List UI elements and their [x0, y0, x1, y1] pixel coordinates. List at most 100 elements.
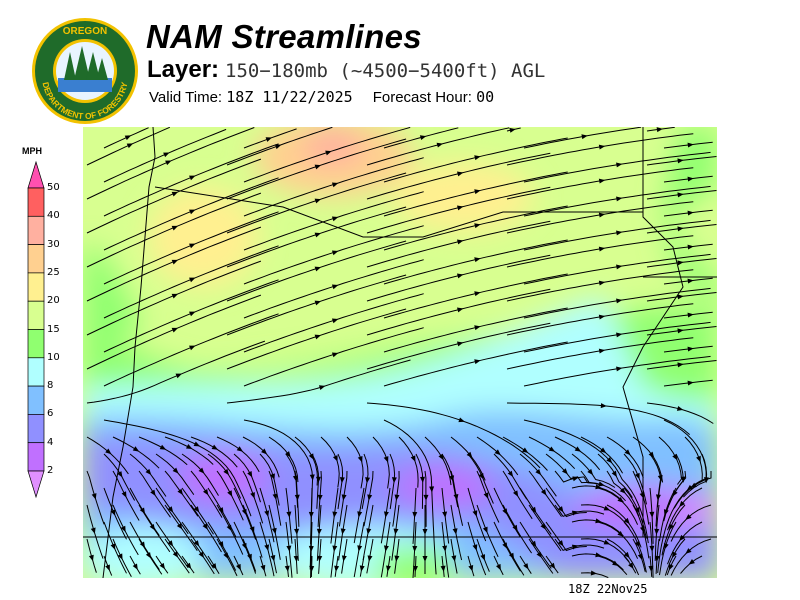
- streamline-arrow-icon: [171, 327, 179, 333]
- streamline-arrow-icon: [171, 293, 179, 299]
- legend-swatch: [27, 385, 45, 415]
- streamline-arrow-icon: [383, 511, 389, 518]
- streamline-arrow-icon: [110, 543, 116, 550]
- streamline-arrow-icon: [331, 182, 339, 188]
- color-legend: [27, 160, 45, 499]
- streamline-arrow-icon: [523, 563, 529, 570]
- streamline-arrow-icon: [150, 489, 156, 496]
- streamline-arrow-icon: [286, 545, 292, 552]
- legend-tick-label: 8: [47, 380, 54, 392]
- streamline-arrow-icon: [247, 470, 253, 478]
- streamline-arrow-icon: [474, 223, 481, 229]
- streamline-arrow-icon: [482, 526, 488, 534]
- streamline-arrow-icon: [654, 528, 660, 535]
- streamline-arrow-icon: [117, 471, 123, 478]
- streamline-arrow-icon: [332, 545, 338, 552]
- streamline-arrow-icon: [690, 482, 697, 489]
- streamline-arrow-icon: [357, 545, 363, 552]
- streamline-arrow-icon: [521, 447, 529, 454]
- streamline-arrow-icon: [176, 523, 183, 530]
- legend-swatch: [27, 300, 45, 330]
- streamline-arrow-icon: [189, 311, 196, 317]
- streamline-arrow-icon: [419, 135, 427, 141]
- streamline-arrow-icon: [549, 562, 556, 570]
- streamline-arrow-icon: [616, 298, 623, 304]
- streamline-arrow-icon: [270, 555, 276, 562]
- streamline-arrow-icon: [314, 300, 322, 306]
- streamline-arrow-icon: [637, 553, 643, 561]
- streamline-arrow-icon: [383, 456, 389, 463]
- streamline-arrow-icon: [218, 541, 224, 548]
- streamline-arrow-icon: [598, 178, 606, 184]
- streamline-arrow-icon: [598, 212, 606, 218]
- legend-swatch: [27, 329, 45, 359]
- streamline-arrow-icon: [598, 481, 605, 487]
- streamline-arrow-icon: [677, 362, 684, 368]
- streamline-arrow-icon: [193, 506, 200, 513]
- streamline-arrow-icon: [227, 490, 233, 497]
- legend-swatch: [27, 244, 45, 274]
- streamline-arrow-icon: [687, 176, 694, 182]
- streamline-arrow-icon: [163, 152, 170, 158]
- streamline-arrow-icon: [679, 534, 686, 542]
- streamline-arrow-icon: [270, 473, 275, 480]
- forecast-hour-value: 00: [476, 88, 495, 106]
- streamline-arrow-icon: [457, 171, 464, 177]
- streamline-arrow-icon: [687, 346, 694, 352]
- streamline-arrow-icon: [457, 307, 464, 313]
- streamline-arrow-icon: [294, 528, 300, 535]
- streamline-arrow-icon: [314, 334, 322, 340]
- streamline-arrow-icon: [606, 457, 613, 464]
- streamline-arrow-icon: [654, 555, 660, 562]
- legend-tick-label: 10: [47, 351, 60, 363]
- streamline-arrow-icon: [655, 494, 661, 501]
- streamline-arrow-icon: [172, 467, 179, 474]
- streamline-arrow-icon: [595, 518, 602, 524]
- streamline-arrow-icon: [687, 380, 694, 386]
- streamline-arrow-icon: [211, 444, 219, 450]
- streamline-arrow-icon: [341, 555, 347, 562]
- streamline-arrow-icon: [616, 162, 623, 168]
- streamline-arrow-icon: [474, 291, 481, 297]
- streamline-arrow-icon: [317, 494, 323, 501]
- legend-tick-label: 6: [47, 408, 54, 420]
- streamline-arrow-icon: [357, 511, 363, 518]
- streamline-arrow-icon: [440, 565, 446, 572]
- streamline-arrow-icon: [513, 490, 519, 497]
- streamline-arrow-icon: [314, 164, 322, 170]
- streamline-arrow-icon: [91, 493, 97, 500]
- political-boundaries: [83, 127, 717, 578]
- streamline-arrow-icon: [512, 524, 518, 532]
- streamline-arrow-icon: [453, 493, 459, 501]
- streamline-arrow-icon: [677, 226, 684, 232]
- streamline-arrow-icon: [177, 488, 183, 496]
- streamline-arrow-icon: [110, 509, 116, 516]
- legend-swatch: [27, 272, 45, 302]
- streamline-arrow-icon: [357, 455, 363, 463]
- streamline-arrow-icon: [468, 564, 474, 572]
- streamline-arrow-icon: [202, 523, 208, 530]
- streamline-arrow-icon: [316, 528, 322, 535]
- valid-time-info: Valid Time: 18Z 11/22/2025 Forecast Hour:…: [149, 88, 494, 106]
- streamline-arrow-icon: [672, 551, 678, 558]
- streamline-arrow-icon: [581, 134, 588, 140]
- streamline-arrow-icon: [331, 250, 339, 256]
- streamline-arrow-icon: [680, 476, 686, 483]
- streamline-arrow-icon: [165, 160, 172, 166]
- streamline-arrow-icon: [159, 562, 166, 570]
- streamline-arrow-icon: [648, 565, 654, 572]
- streamline-arrow-icon: [595, 552, 602, 558]
- streamline-arrow-icon: [391, 477, 397, 484]
- streamline-arrow-icon: [457, 239, 464, 245]
- streamline-arrow-icon: [603, 505, 611, 511]
- streamline-arrow-icon: [249, 526, 255, 533]
- legend-tick-label: 2: [47, 465, 54, 476]
- legend-swatch: [27, 187, 45, 217]
- streamline-arrow-icon: [548, 446, 556, 452]
- streamline-arrow-icon: [634, 507, 640, 514]
- streamline-arrow-icon: [623, 517, 630, 525]
- streamline-arrow-icon: [223, 468, 230, 476]
- legend-swatch: [27, 414, 45, 444]
- streamline-arrow-icon: [341, 494, 347, 501]
- streamline-arrow-icon: [639, 492, 645, 499]
